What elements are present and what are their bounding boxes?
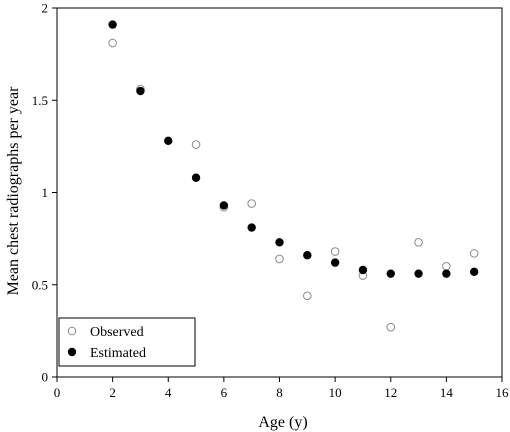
observed-point bbox=[469, 249, 479, 258]
estimated-point bbox=[442, 269, 451, 278]
legend-marker-observed bbox=[67, 326, 77, 336]
x-tick-label: 10 bbox=[329, 385, 342, 400]
x-tick-label: 8 bbox=[276, 385, 283, 400]
x-tick-label: 0 bbox=[54, 385, 61, 400]
observed-point bbox=[414, 238, 423, 247]
x-tick-label: 12 bbox=[384, 385, 397, 400]
y-axis-ticks: 0 0.5 1 1.5 2 bbox=[32, 1, 57, 385]
legend: Observed Estimated bbox=[58, 317, 196, 367]
y-tick-label: 1.5 bbox=[32, 93, 48, 108]
observed-point bbox=[303, 291, 312, 301]
series-observed bbox=[108, 38, 479, 332]
y-tick-label: 0.5 bbox=[32, 277, 48, 292]
estimated-point bbox=[164, 136, 173, 146]
x-tick-label: 4 bbox=[165, 385, 172, 400]
estimated-point bbox=[303, 251, 312, 260]
y-tick-label: 2 bbox=[42, 1, 49, 16]
x-tick-label: 16 bbox=[496, 385, 510, 400]
observed-point bbox=[330, 247, 340, 256]
data-points bbox=[108, 20, 479, 332]
series-estimated bbox=[108, 20, 479, 278]
x-tick-label: 6 bbox=[221, 385, 228, 400]
estimated-point bbox=[330, 258, 340, 267]
y-tick-label: 1 bbox=[42, 185, 49, 200]
estimated-point bbox=[219, 201, 229, 210]
estimated-point bbox=[247, 223, 256, 232]
legend-label-estimated: Estimated bbox=[90, 346, 146, 361]
estimated-point bbox=[386, 269, 395, 278]
x-tick-label: 2 bbox=[109, 385, 116, 400]
observed-point bbox=[191, 140, 201, 149]
estimated-point bbox=[414, 269, 423, 278]
estimated-point bbox=[469, 267, 479, 277]
y-axis-label: Mean chest radiographs per year bbox=[5, 86, 22, 295]
x-tick-label: 14 bbox=[440, 385, 454, 400]
estimated-point bbox=[136, 86, 145, 96]
legend-marker-estimated bbox=[67, 347, 77, 357]
y-tick-label: 0 bbox=[42, 370, 49, 385]
x-axis-label: Age (y) bbox=[258, 414, 307, 431]
legend-label-observed: Observed bbox=[90, 325, 144, 340]
estimated-point bbox=[108, 20, 117, 29]
estimated-point bbox=[358, 265, 368, 275]
x-axis-ticks: 0 2 4 6 8 10 12 14 16 bbox=[54, 377, 509, 400]
legend-box bbox=[58, 317, 196, 367]
observed-point bbox=[386, 322, 396, 332]
observed-point bbox=[442, 262, 451, 271]
estimated-point bbox=[275, 238, 284, 247]
observed-point bbox=[275, 254, 284, 264]
estimated-point bbox=[191, 173, 201, 182]
observed-point bbox=[108, 38, 117, 48]
observed-point bbox=[247, 199, 256, 208]
